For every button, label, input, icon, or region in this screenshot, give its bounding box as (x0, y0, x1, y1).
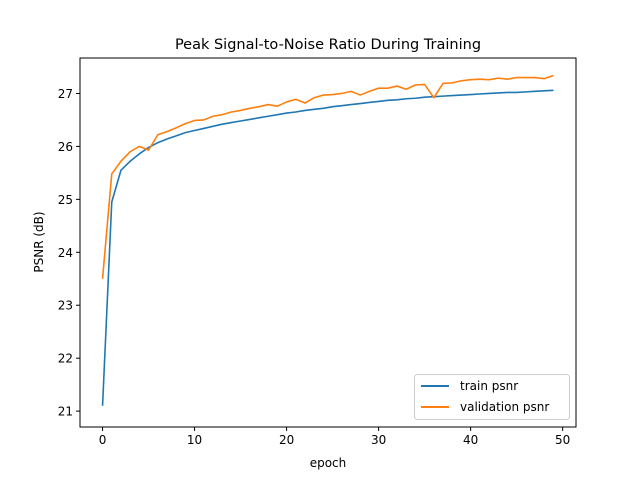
x-tick-label: 20 (279, 433, 294, 447)
y-tick-label: 22 (58, 352, 73, 366)
y-tick-label: 21 (58, 405, 73, 419)
x-tick-label: 30 (371, 433, 386, 447)
legend-label-train: train psnr (460, 379, 518, 393)
series-layer (101, 74, 554, 406)
x-tick-label: 0 (99, 433, 107, 447)
y-tick-label: 27 (58, 87, 73, 101)
y-tick-label: 23 (58, 299, 73, 313)
x-tick-label: 40 (463, 433, 478, 447)
chart-title: Peak Signal-to-Noise Ratio During Traini… (175, 37, 481, 53)
x-axis-label: epoch (310, 456, 347, 470)
legend: train psnr validation psnr (414, 374, 570, 420)
legend-label-validation: validation psnr (460, 400, 549, 414)
legend-box (414, 374, 570, 420)
y-axis-label: PSNR (dB) (32, 211, 46, 272)
validation-psnr-line (101, 74, 554, 279)
y-tick-label: 26 (58, 140, 73, 154)
train-psnr-line (101, 89, 554, 406)
ticks-layer: 0 10 20 30 40 50 21 22 23 24 25 26 27 (58, 87, 571, 447)
y-tick-label: 25 (58, 193, 73, 207)
x-tick-label: 10 (187, 433, 202, 447)
x-tick-label: 50 (555, 433, 570, 447)
plot-frame (79, 57, 577, 428)
y-tick-label: 24 (58, 246, 73, 260)
